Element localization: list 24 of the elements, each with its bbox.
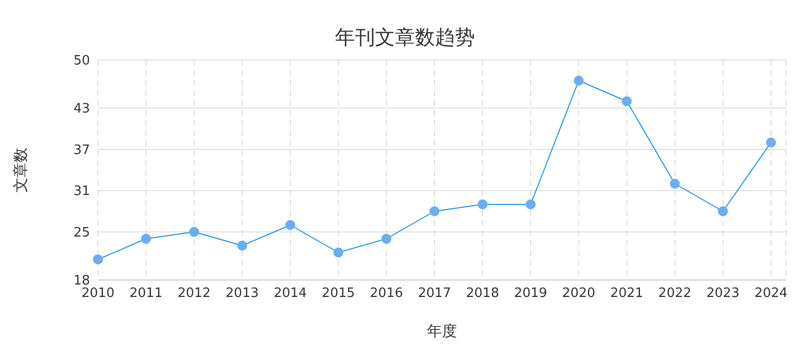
x-tick-label: 2018 <box>466 286 500 302</box>
x-tick-label: 2016 <box>370 286 403 302</box>
x-tick-label: 2019 <box>514 286 548 302</box>
x-tick-label: 2023 <box>706 286 740 302</box>
x-tick-label: 2013 <box>226 286 259 302</box>
y-tick-label: 50 <box>73 54 90 69</box>
x-tick-label: 2021 <box>610 286 644 302</box>
x-tick-label: 2020 <box>562 286 596 302</box>
x-tick-label: 2010 <box>81 286 115 302</box>
x-tick-label: 2012 <box>178 286 211 302</box>
x-tick-label: 2011 <box>130 286 163 302</box>
chart-title: 年刊文章数趋势 <box>334 24 476 51</box>
y-tick-label: 31 <box>73 184 90 200</box>
x-tick-label: 2015 <box>322 286 355 302</box>
y-tick-label: 37 <box>73 142 90 158</box>
y-tick-label: 43 <box>73 102 90 117</box>
y-tick-label: 25 <box>73 225 90 240</box>
x-axis-title: 年度 <box>427 322 457 340</box>
y-tick-label: 18 <box>73 274 90 289</box>
x-tick-label: 2014 <box>274 286 307 302</box>
x-tick-label: 2017 <box>418 286 452 302</box>
y-axis-title: 文章数 <box>11 148 30 192</box>
x-tick-label: 2022 <box>658 286 692 302</box>
x-tick-label: 2024 <box>754 286 788 302</box>
